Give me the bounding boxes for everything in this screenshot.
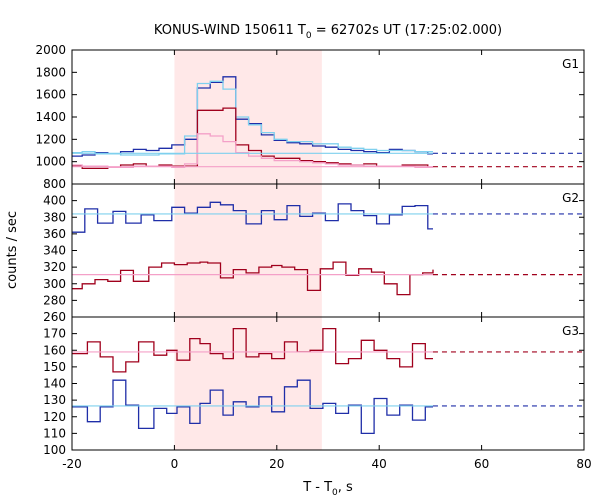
y-tick-label-g1-800: 800 bbox=[43, 177, 66, 191]
x-tick-label--20: -20 bbox=[62, 457, 82, 471]
y-tick-label-g3-160: 160 bbox=[43, 343, 66, 357]
y-tick-label-g2-340: 340 bbox=[43, 244, 66, 258]
x-axis-label-prefix: T - T bbox=[302, 480, 332, 495]
tick-label-layer: 800100012001400160018002000G126028030032… bbox=[35, 43, 591, 471]
series-line-g2-step-blue-0 bbox=[72, 201, 433, 233]
panel-frame-g3 bbox=[71, 316, 585, 451]
x-axis-label-suffix: , s bbox=[338, 480, 353, 495]
x-tick-label-0: 0 bbox=[171, 457, 179, 471]
y-tick-label-g3-170: 170 bbox=[43, 327, 66, 341]
series-line-g3-step-blue-1 bbox=[72, 379, 433, 435]
series-layer bbox=[72, 76, 584, 435]
y-tick-label-g2-320: 320 bbox=[43, 260, 66, 274]
frame-layer bbox=[71, 49, 585, 451]
x-tick-label-60: 60 bbox=[474, 457, 489, 471]
y-tick-label-g1-1200: 1200 bbox=[35, 132, 66, 146]
y-tick-label-g2-360: 360 bbox=[43, 227, 66, 241]
y-tick-label-g3-110: 110 bbox=[43, 426, 66, 440]
y-tick-label-g1-1400: 1400 bbox=[35, 110, 66, 124]
chart-title-suffix: = 62702s UT (17:25:02.000) bbox=[312, 23, 502, 38]
panel-label-g2: G2 bbox=[562, 191, 579, 205]
shaded-interval-layer bbox=[174, 50, 322, 450]
series-line-g1-step-red-2 bbox=[72, 107, 433, 170]
shaded-interval-g2 bbox=[174, 184, 322, 317]
panel-label-g3: G3 bbox=[562, 324, 579, 338]
series-line-g2-step-red-1 bbox=[72, 261, 434, 296]
chart-title: KONUS-WIND 150611 T0 = 62702s UT (17:25:… bbox=[154, 23, 502, 41]
shaded-interval-g3 bbox=[174, 317, 322, 450]
series-line-g1-step-cyan-1 bbox=[72, 80, 433, 156]
x-axis-label-subscript: 0 bbox=[332, 488, 338, 498]
y-tick-label-g2-280: 280 bbox=[43, 293, 66, 307]
y-tick-label-g3-100: 100 bbox=[43, 443, 66, 457]
x-tick-label-40: 40 bbox=[372, 457, 387, 471]
y-tick-label-g1-1000: 1000 bbox=[35, 155, 66, 169]
y-tick-label-g2-400: 400 bbox=[43, 194, 66, 208]
chart-title-subscript: 0 bbox=[306, 31, 312, 41]
y-tick-label-g3-140: 140 bbox=[43, 377, 66, 391]
y-tick-label-g1-2000: 2000 bbox=[35, 43, 66, 57]
series-line-g1-step-blue-0 bbox=[72, 76, 433, 157]
panel-label-g1: G1 bbox=[562, 57, 579, 71]
panel-frame-g2 bbox=[71, 183, 585, 318]
y-tick-label-g1-1800: 1800 bbox=[35, 65, 66, 79]
x-tick-label-80: 80 bbox=[576, 457, 591, 471]
y-tick-label-g2-380: 380 bbox=[43, 210, 66, 224]
y-tick-label-g2-300: 300 bbox=[43, 277, 66, 291]
y-tick-label-g1-1600: 1600 bbox=[35, 88, 66, 102]
y-tick-label-g3-150: 150 bbox=[43, 360, 66, 374]
y-tick-label-g3-120: 120 bbox=[43, 410, 66, 424]
y-tick-label-g2-260: 260 bbox=[43, 310, 66, 324]
x-axis-label: T - T0, s bbox=[302, 480, 353, 498]
x-tick-label-20: 20 bbox=[269, 457, 284, 471]
y-axis-label: counts / sec bbox=[5, 211, 20, 289]
chart-title-prefix: KONUS-WIND 150611 T bbox=[154, 23, 306, 38]
y-tick-label-g3-130: 130 bbox=[43, 393, 66, 407]
